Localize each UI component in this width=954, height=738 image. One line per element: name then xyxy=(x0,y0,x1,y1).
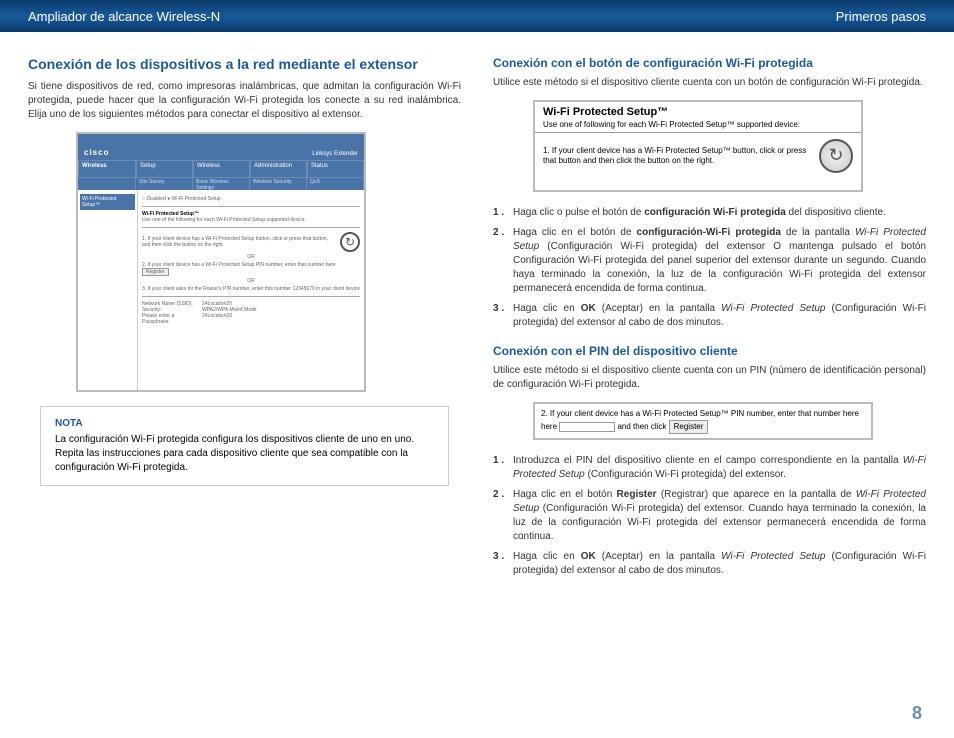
list1: 1 .Haga clic o pulse el botón de configu… xyxy=(493,206,926,330)
list2: 1 .Introduzca el PIN del dispositivo cli… xyxy=(493,454,926,578)
fig1-step1: 1. If your client device has a Wi-Fi Pro… xyxy=(142,236,334,248)
tab-wireless[interactable]: Wireless xyxy=(193,160,250,178)
page-content: Conexión de los dispositivos a la red me… xyxy=(0,32,954,592)
fig1-side-header: Wireless xyxy=(78,160,136,178)
register-button-small[interactable]: Register xyxy=(142,268,169,276)
fig1-main: ○ Disabled ● Wi-Fi Protected Setup Wi-Fi… xyxy=(138,190,364,390)
left-column: Conexión de los dispositivos a la red me… xyxy=(28,56,461,592)
right-column: Conexión con el botón de configuración W… xyxy=(493,56,926,592)
fig1-or1: OR xyxy=(142,254,360,260)
fig1-or2: OR xyxy=(142,278,360,284)
subtab-3[interactable]: QoS xyxy=(307,178,364,190)
fig1-sidebar: Wi-Fi Protected Setup™ xyxy=(78,190,138,390)
product-label: Linksys Extender xyxy=(312,151,358,157)
subtab-1[interactable]: Basic Wireless Settings xyxy=(193,178,250,190)
fig1-step3: 3. If your client asks for the Router's … xyxy=(142,286,360,292)
cisco-logo: cisco xyxy=(84,148,109,157)
fig2-title: Wi-Fi Protected Setup™ xyxy=(535,102,861,120)
tab-admin[interactable]: Administration xyxy=(250,160,307,178)
fig1-subtabs: Site Survey Basic Wireless Settings Wire… xyxy=(78,178,364,190)
val-pass: 24Location20 xyxy=(202,313,232,325)
sidebar-item-wps[interactable]: Wi-Fi Protected Setup™ xyxy=(80,194,135,210)
note-box: NOTA La configuración Wi-Fi protegida co… xyxy=(40,406,449,486)
subtab-2[interactable]: Wireless Security xyxy=(250,178,307,190)
list-item: 1 .Introduzca el PIN del dispositivo cli… xyxy=(493,454,926,482)
list-item: 2 .Haga clic en el botón de configuració… xyxy=(493,226,926,296)
note-text: La configuración Wi-Fi protegida configu… xyxy=(55,434,414,473)
wps-button-icon[interactable]: ↻ xyxy=(340,232,360,252)
tab-status[interactable]: Status xyxy=(307,160,364,178)
header-right: Primeros pasos xyxy=(836,9,926,24)
fig1-step2: 2. If your client device has a Wi-Fi Pro… xyxy=(142,262,360,276)
list-item: 2 .Haga clic en el botón Register (Regis… xyxy=(493,488,926,544)
intro-text: Si tiene dispositivos de red, como impre… xyxy=(28,80,461,122)
subtab-0[interactable]: Site Survey xyxy=(136,178,193,190)
fig3-text: 2. If your client device has a Wi-Fi Pro… xyxy=(541,409,859,418)
sub1-title: Conexión con el botón de configuración W… xyxy=(493,56,926,70)
tab-setup[interactable]: Setup xyxy=(136,160,193,178)
sub2-title: Conexión con el PIN del dispositivo clie… xyxy=(493,344,926,358)
header-left: Ampliador de alcance Wireless-N xyxy=(28,9,220,24)
radio-row[interactable]: ○ Disabled ● Wi-Fi Protected Setup xyxy=(142,196,360,202)
figure-wps-button: Wi-Fi Protected Setup™ Use one of follow… xyxy=(533,100,863,192)
wps-large-icon[interactable]: ↻ xyxy=(819,139,853,173)
section-title: Conexión de los dispositivos a la red me… xyxy=(28,56,461,72)
note-label: NOTA xyxy=(55,417,434,431)
fig3-mid: and then click xyxy=(617,422,666,431)
page-number: 8 xyxy=(912,703,922,724)
register-button[interactable]: Register xyxy=(669,420,709,434)
lbl-pass: Please enter a Passphrase: xyxy=(142,313,202,325)
figure-wps-pin: 2. If your client device has a Wi-Fi Pro… xyxy=(533,402,873,440)
figure-router-ui: cisco Linksys Extender Wireless Setup Wi… xyxy=(76,132,366,392)
sub1-intro: Utilice este método si el dispositivo cl… xyxy=(493,76,926,90)
wps-sub: Use one of the following for each Wi-Fi … xyxy=(142,217,360,223)
list-item: 3 .Haga clic en OK (Aceptar) en la panta… xyxy=(493,550,926,578)
sub2-intro: Utilice este método si el dispositivo cl… xyxy=(493,364,926,392)
list-item: 3 .Haga clic en OK (Aceptar) en la panta… xyxy=(493,302,926,330)
pin-input[interactable] xyxy=(559,422,615,432)
header-bar: Ampliador de alcance Wireless-N Primeros… xyxy=(0,0,954,32)
fig2-sub: Use one of following for each Wi-Fi Prot… xyxy=(535,120,861,133)
fig2-text: 1. If your client device has a Wi-Fi Pro… xyxy=(543,146,819,167)
list-item: 1 .Haga clic o pulse el botón de configu… xyxy=(493,206,926,220)
fig1-tabs: Wireless Setup Wireless Administration S… xyxy=(78,160,364,178)
